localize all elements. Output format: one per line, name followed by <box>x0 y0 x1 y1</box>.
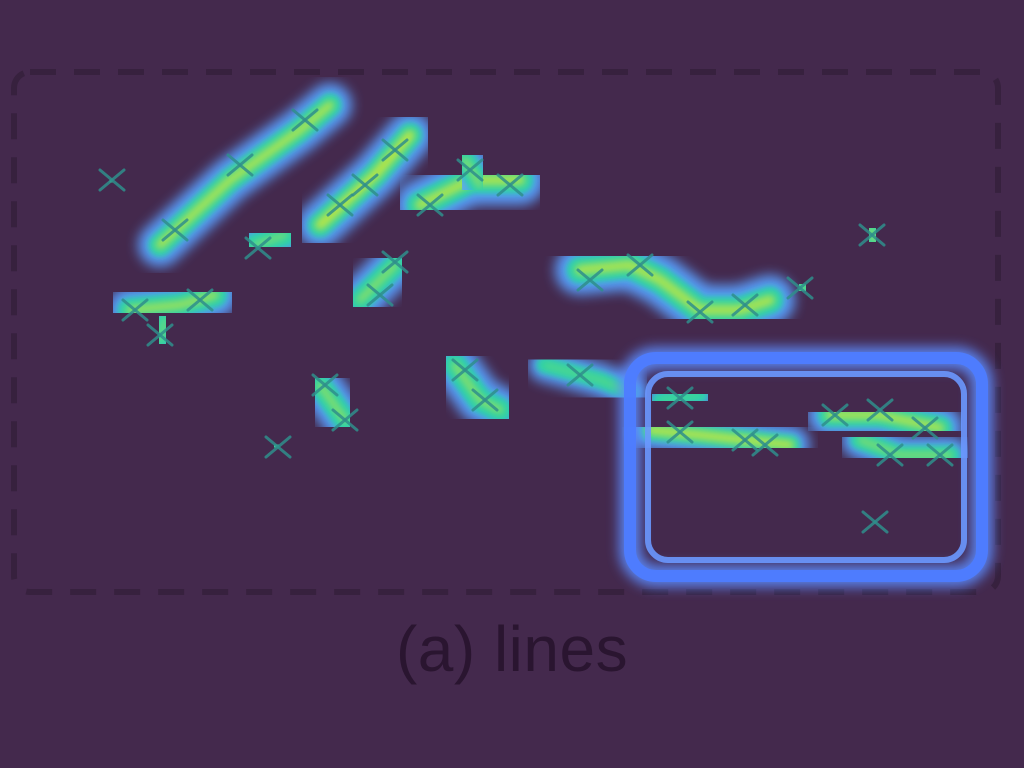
cross-marker-15 <box>381 250 409 274</box>
cross-marker-7 <box>351 173 379 197</box>
cross-marker-37 <box>861 510 889 534</box>
cross-marker-21 <box>566 363 594 387</box>
cross-marker-10 <box>496 173 524 197</box>
cross-marker-13 <box>146 323 174 347</box>
cross-marker-16 <box>311 373 339 397</box>
cross-marker-33 <box>866 398 894 422</box>
cross-marker-5 <box>326 193 354 217</box>
blob-core-2 <box>251 231 289 249</box>
caption: (a) lines <box>395 613 629 685</box>
cross-marker-26 <box>786 276 814 300</box>
cross-marker-28 <box>666 386 694 410</box>
cross-marker-24 <box>686 300 714 324</box>
cross-marker-35 <box>876 443 904 467</box>
cross-marker-25 <box>731 293 759 317</box>
cross-marker-4 <box>244 236 272 260</box>
cross-marker-29 <box>666 420 694 444</box>
cross-marker-18 <box>264 435 292 459</box>
cross-markers <box>98 108 954 534</box>
cross-marker-9 <box>456 158 484 182</box>
cross-marker-22 <box>576 268 604 292</box>
cross-marker-12 <box>186 288 214 312</box>
cross-marker-0 <box>98 168 126 192</box>
cross-marker-30 <box>731 428 759 452</box>
blob-core-13 <box>574 259 776 316</box>
blob-core-19 <box>856 436 954 459</box>
cross-marker-27 <box>858 223 886 247</box>
blob-core-8 <box>356 261 399 304</box>
cross-marker-34 <box>911 416 939 440</box>
cross-marker-19 <box>451 358 479 382</box>
cross-marker-2 <box>226 153 254 177</box>
blob-core-9 <box>316 381 349 424</box>
blob-core-1 <box>155 100 335 250</box>
cross-marker-14 <box>366 283 394 307</box>
cross-marker-20 <box>471 388 499 412</box>
cross-marker-36 <box>926 443 954 467</box>
cross-marker-23 <box>626 253 654 277</box>
cross-marker-32 <box>821 403 849 427</box>
cross-marker-3 <box>291 108 319 132</box>
cross-marker-11 <box>121 298 149 322</box>
cross-marker-31 <box>751 433 779 457</box>
cross-marker-1 <box>161 218 189 242</box>
cross-marker-17 <box>331 408 359 432</box>
cross-marker-8 <box>416 193 444 217</box>
cross-marker-6 <box>381 138 409 162</box>
inset-frame <box>619 347 993 587</box>
